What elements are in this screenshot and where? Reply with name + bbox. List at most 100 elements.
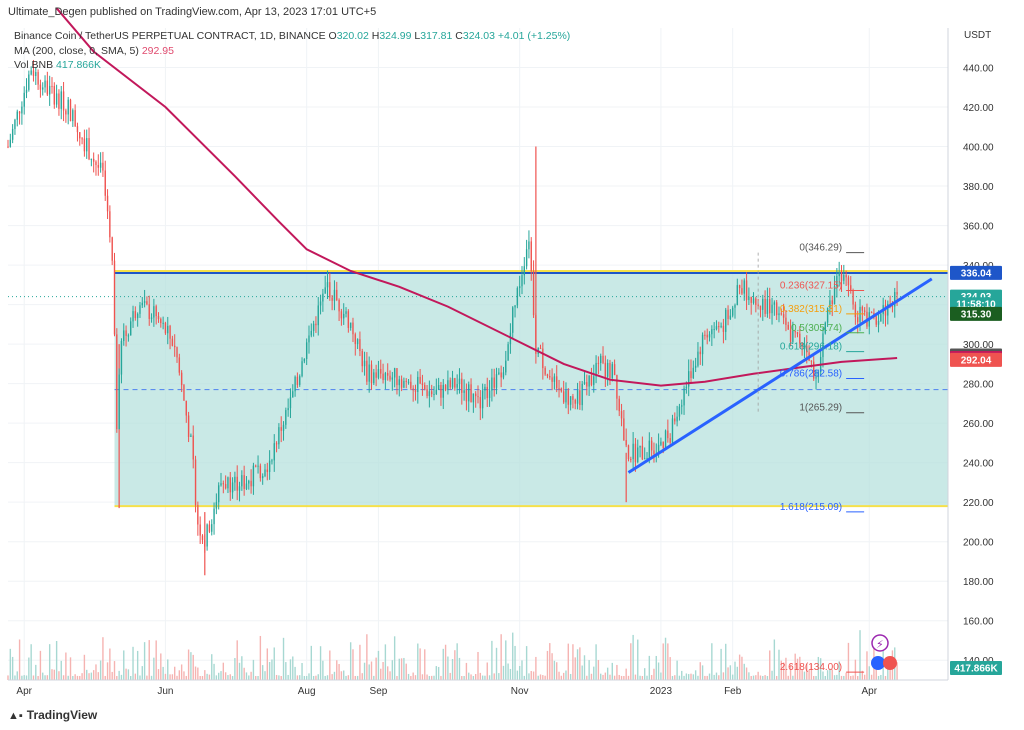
volume-bar xyxy=(106,662,109,680)
candle-body xyxy=(609,362,611,379)
candle-body xyxy=(887,303,889,316)
candle-body xyxy=(162,322,164,324)
volume-bar xyxy=(644,668,646,680)
volume-bar xyxy=(331,674,333,680)
volume-legend[interactable]: Vol BNB 417.866K xyxy=(14,59,101,71)
candle-body xyxy=(669,438,671,443)
fib-label: 0(346.29) xyxy=(799,243,842,254)
volume-bar xyxy=(169,674,171,680)
candle-body xyxy=(569,396,572,405)
candle-body xyxy=(197,505,199,525)
volume-bar xyxy=(745,667,748,680)
ohlc-high: 324.99 xyxy=(379,30,412,42)
volume-bar xyxy=(65,652,67,680)
candle-body xyxy=(257,465,259,467)
volume-bar xyxy=(759,675,762,680)
candle-body xyxy=(280,427,282,431)
candle-body xyxy=(259,465,262,479)
candle-body xyxy=(192,435,194,460)
candle-body xyxy=(667,430,669,439)
candle-body xyxy=(875,316,877,325)
chart-widgets[interactable]: ⚡ xyxy=(871,634,897,670)
volume-bar xyxy=(516,670,519,680)
candle-body xyxy=(352,322,354,335)
candle-body xyxy=(725,309,727,332)
candle-body xyxy=(292,391,294,398)
volume-bar xyxy=(148,640,150,680)
lightning-icon[interactable] xyxy=(871,634,889,652)
volume-bar xyxy=(48,644,51,680)
candle-body xyxy=(261,476,264,479)
volume-bar xyxy=(857,676,859,680)
volume-bar xyxy=(58,671,60,680)
candle-body xyxy=(694,365,697,368)
volume-bar xyxy=(389,671,391,680)
volume-bar xyxy=(164,673,167,680)
volume-bar xyxy=(46,675,49,680)
candle-body xyxy=(23,92,25,107)
candle-body xyxy=(178,357,181,373)
volume-bar xyxy=(444,644,447,680)
volume-bar xyxy=(400,658,403,680)
volume-bar xyxy=(715,672,718,680)
candle-body xyxy=(380,369,382,374)
volume-bar xyxy=(83,654,86,680)
candle-body xyxy=(799,333,801,344)
volume-bar xyxy=(861,670,864,680)
candle-body xyxy=(796,332,799,334)
volume-bar xyxy=(567,643,569,680)
y-tick-label: 280.00 xyxy=(963,380,994,391)
volume-bar xyxy=(102,637,104,680)
volume-bar xyxy=(312,675,315,680)
volume-bar xyxy=(796,658,799,680)
volume-bar xyxy=(271,659,273,680)
flag-us-icon[interactable] xyxy=(871,656,885,670)
volume-bar xyxy=(824,675,826,680)
volume-bar xyxy=(889,664,891,680)
price-tag-label: 336.04 xyxy=(961,268,992,279)
ma-legend[interactable]: MA (200, close, 0, SMA, 5) 292.95 xyxy=(14,45,174,57)
volume-bar xyxy=(826,670,829,680)
candle-body xyxy=(542,348,544,369)
volume-bar xyxy=(11,656,14,680)
volume-bar xyxy=(773,639,776,680)
volume-bar xyxy=(877,675,880,680)
volume-bar xyxy=(356,675,359,680)
volume-bar xyxy=(463,675,465,680)
candle-body xyxy=(255,465,257,467)
volume-bar xyxy=(729,665,732,680)
volume-bar xyxy=(662,643,664,680)
volume-bar xyxy=(780,660,782,680)
usdt-axis-label: USDT xyxy=(964,30,991,41)
candle-body xyxy=(572,396,574,400)
flag-event-icon[interactable] xyxy=(883,656,897,670)
candle-body xyxy=(58,93,60,109)
candle-body xyxy=(884,305,887,316)
volume-bar xyxy=(30,644,32,680)
volume-bar xyxy=(130,675,132,680)
candle-body xyxy=(593,376,595,385)
volume-bar xyxy=(192,654,194,680)
volume-bar xyxy=(495,647,498,680)
volume-bar xyxy=(843,675,845,680)
volume-bar xyxy=(544,675,546,680)
volume-bar xyxy=(880,674,882,680)
candle-body xyxy=(211,524,213,532)
candle-body xyxy=(880,314,882,321)
volume-bar xyxy=(343,670,345,680)
ohlc-close-label: C xyxy=(455,30,463,42)
volume-bars xyxy=(7,630,898,680)
candle-body xyxy=(410,381,412,389)
volume-bar xyxy=(23,675,25,680)
symbol-legend[interactable]: Binance Coin / TetherUS PERPETUAL CONTRA… xyxy=(14,30,570,42)
candle-body xyxy=(861,306,864,311)
tradingview-logo[interactable]: ▲▪ TradingView xyxy=(8,708,97,722)
candle-body xyxy=(618,398,620,412)
volume-bar xyxy=(153,657,155,680)
y-tick-label: 160.00 xyxy=(963,617,994,628)
candle-body xyxy=(678,406,681,417)
volume-bar xyxy=(486,662,488,680)
candle-body xyxy=(345,311,347,314)
volume-bar xyxy=(713,674,715,680)
